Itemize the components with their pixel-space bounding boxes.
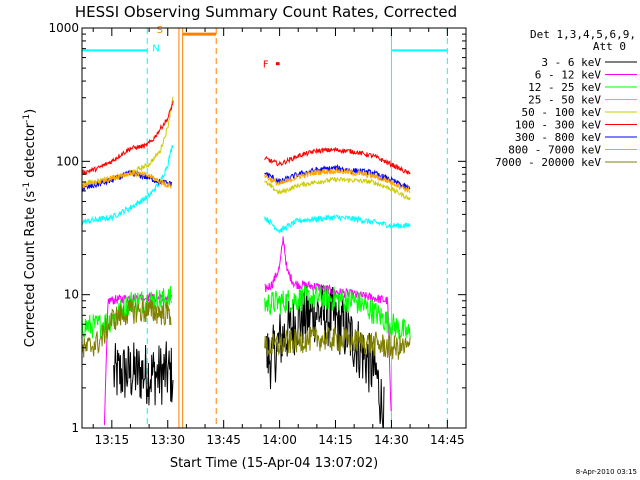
x-tick-label: 13:15: [95, 433, 130, 447]
generated-timestamp: 8-Apr-2010 03:15: [576, 468, 637, 476]
x-tick-label: 13:45: [206, 433, 241, 447]
series-line-3: [81, 145, 411, 235]
legend-header-line1: Det 1,3,4,5,6,9,: [530, 28, 636, 41]
x-tick-label: 14:45: [430, 433, 465, 447]
y-tick-label: 10: [64, 288, 79, 302]
legend-header-line2: Att 0: [593, 40, 626, 53]
legend-entry-label: 300 - 800 keV: [515, 131, 601, 144]
y-tick-label: 1: [71, 421, 79, 435]
x-axis-label: Start Time (15-Apr-04 13:07:02): [170, 456, 378, 471]
legend-entry-label: 7000 - 20000 keV: [495, 156, 601, 169]
annotation-layer: NS F: [82, 25, 448, 428]
legend-entry-label: 800 - 7000 keV: [508, 144, 601, 157]
x-tick-label: 14:15: [318, 433, 353, 447]
chart-title: HESSI Observing Summary Count Rates, Cor…: [75, 3, 457, 21]
legend-entry-label: 12 - 25 keV: [528, 81, 601, 94]
legend-entry-label: 25 - 50 keV: [528, 94, 601, 107]
x-tick-label: 14:00: [262, 433, 297, 447]
y-tick-label: 1000: [48, 21, 79, 35]
series-line-7: [81, 166, 411, 194]
x-tick-label: 13:30: [150, 433, 185, 447]
series-line-5: [81, 100, 411, 176]
series-layer: [81, 96, 411, 429]
legend-entry-label: 6 - 12 keV: [535, 69, 602, 82]
series-line-8: [81, 298, 411, 360]
y-axis-label: Corrected Count Rate (s-1 detector-1): [22, 109, 38, 347]
legend-entry-label: 3 - 6 keV: [541, 56, 601, 69]
legend-entry-label: 50 - 100 keV: [522, 106, 602, 119]
series-line-6: [81, 163, 411, 192]
axis-layer: 13:15 13:30 13:45 14:00 14:15 14:30 14:45 1 10 10…: [48, 21, 466, 447]
legend-entry-label: 100 - 300 keV: [515, 119, 601, 132]
saa-bar-label: S: [157, 25, 163, 36]
flare-bar-label: F: [263, 60, 269, 71]
night-bar-label: N: [152, 43, 159, 54]
y-tick-label: 100: [56, 154, 79, 168]
x-tick-label: 14:30: [374, 433, 409, 447]
plot-frame: [81, 27, 467, 429]
